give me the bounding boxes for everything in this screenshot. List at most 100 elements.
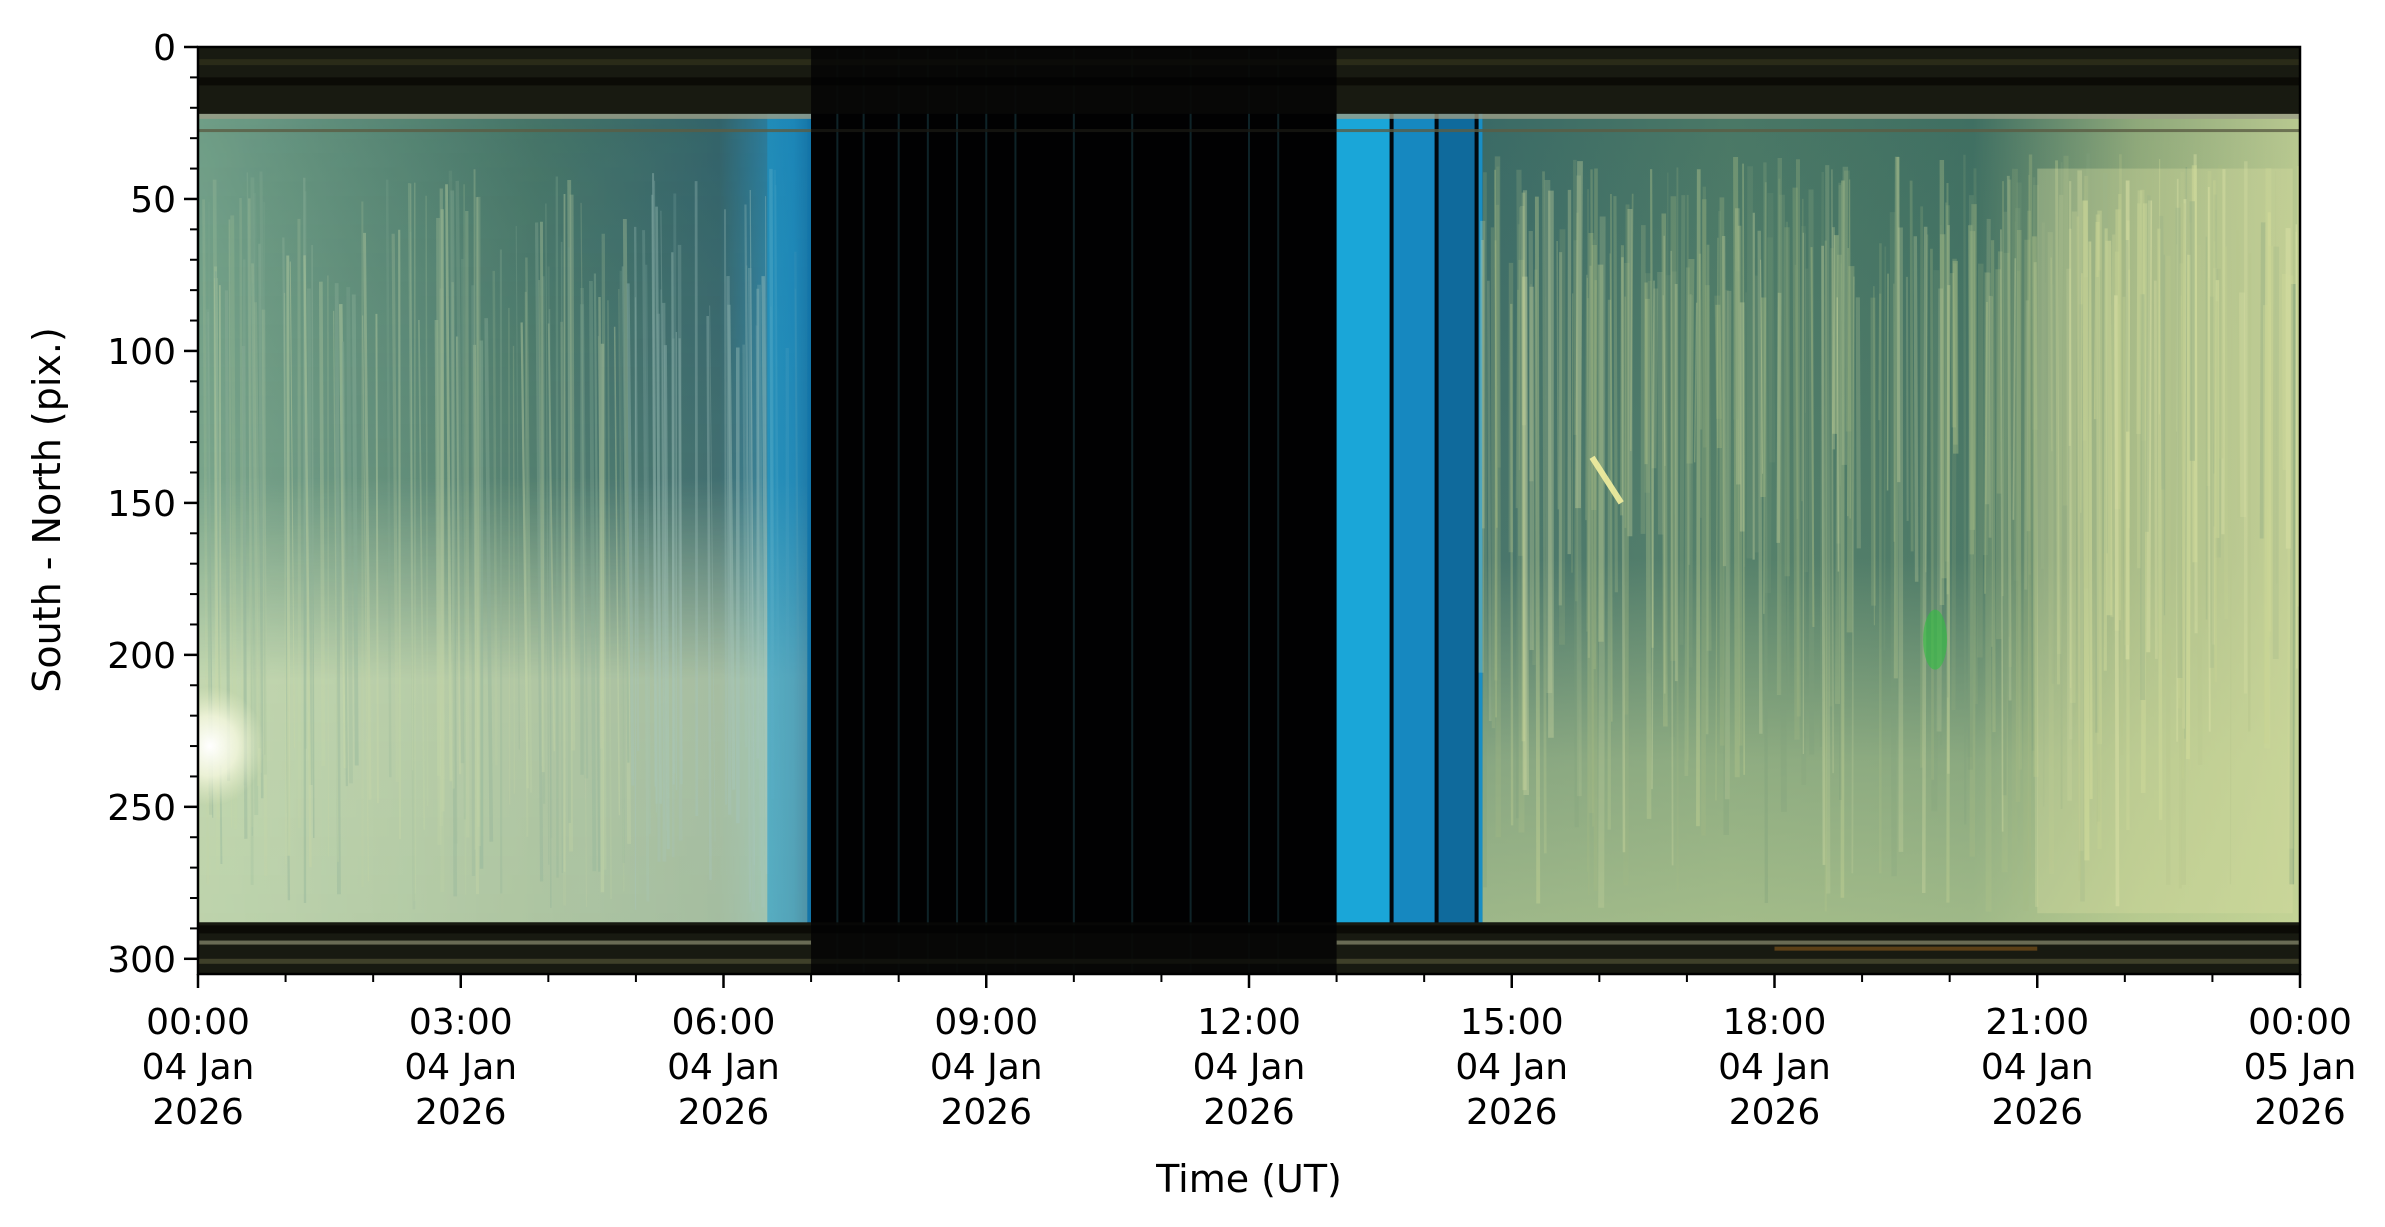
aurora-streak — [2264, 168, 2272, 749]
aurora-streak — [1516, 169, 1524, 556]
aurora-streak — [2259, 222, 2266, 539]
aurora-streak — [567, 247, 571, 824]
aurora-streak — [1977, 263, 1984, 658]
aurora-streak — [709, 305, 716, 842]
aurora-streak — [601, 233, 607, 870]
aurora-streak — [727, 304, 736, 790]
aurora-streak — [747, 267, 756, 912]
aurora-streak — [327, 275, 329, 857]
aurora-streak — [765, 196, 768, 796]
aurora-streak — [2031, 236, 2039, 777]
aurora-streak — [757, 284, 765, 908]
aurora-streak — [2281, 274, 2288, 470]
aurora-streak — [2095, 277, 2100, 733]
aurora-streak — [651, 194, 657, 787]
aurora-streak — [1587, 298, 1590, 896]
aurora-streak — [589, 281, 597, 872]
aurora-streak — [678, 338, 683, 785]
aurora-streak — [654, 180, 657, 813]
aurora-streak — [2217, 165, 2224, 459]
aurora-streak — [1651, 280, 1655, 790]
twilight-step — [1391, 113, 1437, 923]
aurora-streak — [2266, 245, 2274, 637]
aurora-streak — [1687, 295, 1694, 668]
aurora-streak — [2247, 253, 2252, 732]
aurora-streak — [2032, 185, 2039, 430]
aurora-streak — [1939, 234, 1947, 579]
aurora-streak — [475, 197, 480, 827]
aurora-streak — [1760, 297, 1767, 497]
aurora-streak — [341, 341, 348, 787]
aurora-streak — [1662, 295, 1666, 466]
aurora-streak — [1776, 158, 1782, 695]
aurora-streak — [463, 184, 467, 895]
aurora-streak — [2263, 305, 2270, 744]
aurora-streak — [1924, 234, 1929, 573]
aurora-streak — [656, 313, 661, 862]
aurora-streak — [2083, 277, 2090, 589]
aurora-streak — [451, 282, 455, 789]
aurora-streak — [218, 285, 222, 766]
aurora-streak — [560, 321, 567, 906]
aurora-streak — [1724, 290, 1732, 800]
aurora-streak — [2146, 200, 2153, 653]
aurora-streak — [2159, 215, 2166, 490]
aurora-streak — [1951, 263, 1957, 710]
aurora-streak — [1629, 193, 1634, 451]
aurora-streak — [1520, 206, 1527, 426]
aurora-streak — [580, 202, 588, 908]
aurora-streak — [663, 345, 670, 850]
aurora-streak — [242, 259, 247, 786]
aurora-streak — [473, 169, 477, 850]
aurora-streak — [1657, 271, 1664, 535]
aurora-streak — [2289, 283, 2296, 885]
aurora-streak — [1590, 169, 1595, 827]
aurora-streak — [1831, 169, 1834, 774]
aurora-streak — [1767, 192, 1776, 463]
aurora-streak — [1609, 253, 1613, 494]
aurora-streak — [1544, 179, 1553, 694]
aurora-streak — [283, 292, 287, 865]
aurora-streak — [597, 336, 604, 763]
aurora-streak — [2176, 178, 2179, 742]
aurora-streak — [1661, 213, 1668, 727]
aurora-streak — [351, 294, 359, 766]
aurora-streak — [1494, 204, 1500, 681]
aurora-streak — [2295, 231, 2298, 741]
aurora-streak — [2177, 263, 2186, 709]
aurora-streak — [1896, 156, 1901, 483]
aurora-streak — [548, 309, 552, 908]
aurora-streak — [1510, 303, 1514, 826]
y-tick-label: 250 — [107, 788, 176, 829]
aurora-streak — [1889, 212, 1897, 877]
aurora-streak — [2066, 268, 2072, 801]
aurora-streak — [1893, 156, 1899, 679]
aurora-streak — [508, 307, 511, 805]
aurora-streak — [671, 252, 675, 785]
aurora-streak — [2139, 294, 2146, 700]
aurora-streak — [391, 233, 399, 783]
aurora-streak — [1651, 288, 1659, 469]
x-tick-label: 03:00 04 Jan 2026 — [404, 1002, 517, 1133]
aurora-streak — [465, 210, 470, 838]
aurora-streak — [1593, 239, 1596, 644]
aurora-streak — [1515, 224, 1521, 819]
aurora-streak — [2213, 180, 2218, 683]
aurora-streak — [450, 190, 458, 897]
aurora-streak — [1743, 292, 1748, 567]
aurora-streak — [1575, 212, 1579, 602]
aurora-streak — [2047, 232, 2055, 875]
aurora-streak — [332, 310, 339, 862]
aurora-streak — [593, 273, 601, 872]
aurora-streak — [2008, 179, 2012, 668]
aurora-streak — [239, 198, 244, 762]
aurora-streak — [2033, 262, 2039, 907]
aurora-streak — [1715, 304, 1722, 449]
aurora-streak — [2001, 252, 2010, 873]
aurora-streak — [2042, 282, 2047, 807]
y-tick-label: 0 — [153, 28, 176, 69]
aurora-streak — [2006, 175, 2012, 701]
aurora-streak — [2177, 295, 2182, 699]
aurora-streak — [1593, 280, 1597, 670]
aurora-streak — [1663, 235, 1666, 694]
